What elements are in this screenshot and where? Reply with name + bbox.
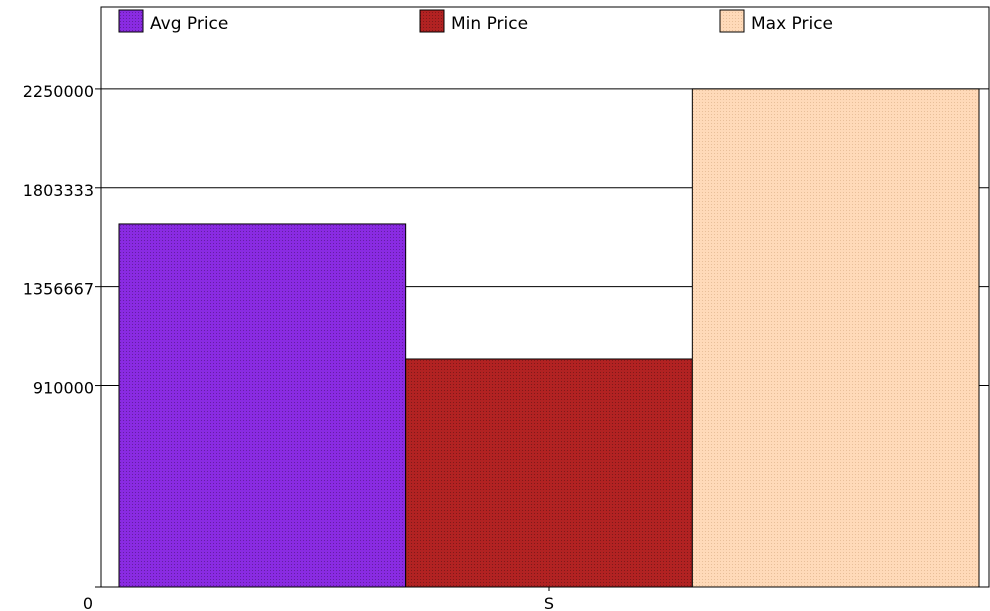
bar-texture xyxy=(119,223,406,587)
legend-label: Max Price xyxy=(751,14,833,34)
x-axis: S xyxy=(101,586,989,611)
y-tick-label: 0 xyxy=(83,594,93,611)
y-tick-label: 2250000 xyxy=(23,82,94,101)
bar-texture xyxy=(692,88,979,588)
y-tick-label: 1803333 xyxy=(23,181,94,200)
legend-label: Avg Price xyxy=(150,14,228,34)
legend-swatch-texture xyxy=(720,10,744,32)
legend-label: Min Price xyxy=(451,14,528,34)
legend-swatch-texture xyxy=(420,10,444,32)
bars-group xyxy=(118,88,980,588)
legend: Avg Price Min Price Max Price xyxy=(118,9,833,34)
x-tick-label: S xyxy=(544,594,554,611)
y-tick-label: 910000 xyxy=(33,379,94,398)
y-axis: 0 910000 1356667 1803333 2250000 xyxy=(23,7,102,611)
bar-texture xyxy=(405,358,693,587)
legend-swatch-texture xyxy=(119,10,143,32)
y-tick-label: 1356667 xyxy=(23,280,94,299)
